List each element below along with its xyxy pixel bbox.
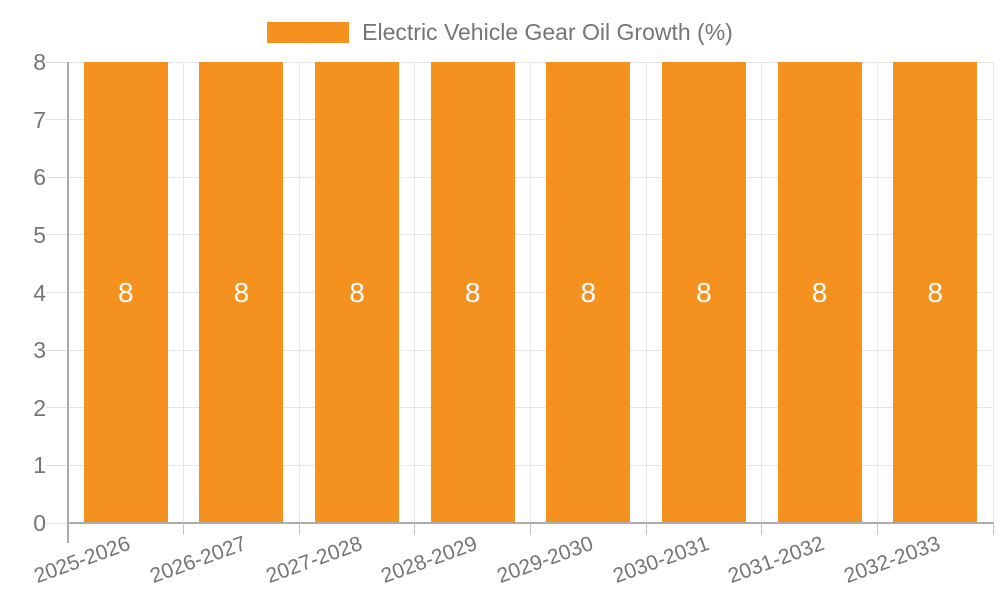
bar — [315, 62, 400, 523]
y-tick — [46, 176, 68, 178]
chart-legend: Electric Vehicle Gear Oil Growth (%) — [0, 19, 1000, 46]
y-axis-label: 6 — [33, 164, 46, 191]
y-tick — [46, 522, 68, 524]
bar-value-label: 8 — [580, 276, 597, 308]
y-tick — [46, 234, 68, 236]
gridline-vertical — [992, 62, 994, 523]
x-tick — [761, 523, 763, 535]
y-axis-label: 2 — [33, 394, 46, 421]
x-axis-label: 2032-2033 — [840, 532, 944, 588]
gridline-vertical — [414, 62, 416, 523]
gridline-vertical — [645, 62, 647, 523]
bar — [546, 62, 631, 523]
x-axis-label: 2030-2031 — [609, 532, 712, 588]
bar-value-label: 8 — [349, 276, 365, 308]
bar — [661, 62, 746, 523]
y-axis-label: 4 — [33, 279, 46, 306]
y-axis-label: 3 — [33, 337, 46, 364]
legend-swatch — [267, 22, 350, 43]
y-tick — [46, 61, 68, 63]
gridline-vertical — [876, 62, 878, 523]
y-tick — [46, 464, 68, 466]
bar — [430, 62, 515, 523]
x-axis-label: 2028-2029 — [378, 532, 481, 588]
y-axis-label: 5 — [33, 221, 46, 248]
bar-value-label: 8 — [927, 276, 943, 308]
bar-value-label: 8 — [464, 276, 481, 308]
bar — [199, 62, 284, 523]
x-axis-label: 2025-2026 — [31, 532, 134, 588]
x-tick — [414, 523, 416, 535]
y-tick — [46, 119, 68, 121]
y-tick — [46, 292, 68, 293]
x-tick — [992, 523, 994, 535]
y-tick — [46, 349, 68, 351]
bar-value-label: 8 — [233, 276, 250, 308]
x-axis-label: 2027-2028 — [262, 532, 365, 588]
x-axis-label: 2031-2032 — [725, 532, 828, 588]
y-axis-line — [67, 62, 69, 543]
x-tick — [645, 523, 647, 535]
x-axis-label: 2026-2027 — [147, 532, 250, 588]
gridline-vertical — [530, 62, 531, 523]
y-axis-label: 7 — [33, 106, 46, 133]
gridline-vertical — [183, 62, 185, 523]
bar — [83, 62, 168, 523]
bar — [777, 62, 862, 523]
y-axis-label: 1 — [33, 452, 46, 479]
y-axis-label: 0 — [33, 510, 46, 536]
x-tick — [876, 523, 878, 535]
bar — [893, 62, 978, 523]
x-tick — [298, 523, 300, 535]
legend-label: Electric Vehicle Gear Oil Growth (%) — [362, 19, 733, 45]
x-tick — [183, 523, 185, 535]
y-tick — [46, 407, 68, 409]
gridline-vertical — [298, 62, 300, 523]
bar-value-label: 8 — [811, 276, 828, 308]
x-axis-label: 2029-2030 — [493, 532, 597, 588]
bar-value-label: 8 — [118, 276, 134, 308]
x-tick — [530, 523, 531, 535]
bar-value-label: 8 — [696, 276, 712, 308]
y-axis-label: 8 — [33, 49, 46, 75]
gridline-vertical — [761, 62, 763, 523]
